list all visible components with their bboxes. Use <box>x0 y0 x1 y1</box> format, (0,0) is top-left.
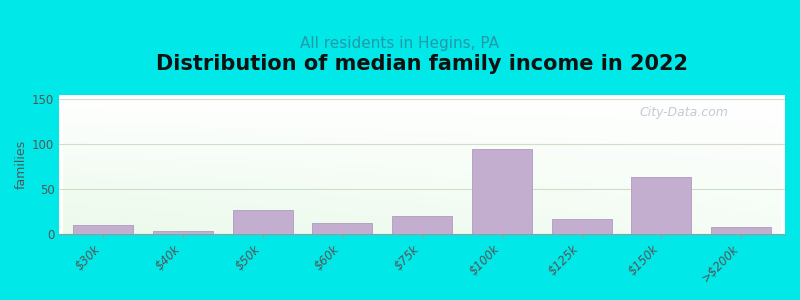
Bar <box>153 231 213 234</box>
Text: City-Data.com: City-Data.com <box>640 106 729 119</box>
Title: Distribution of median family income in 2022: Distribution of median family income in … <box>156 54 688 74</box>
Bar <box>711 226 771 234</box>
Bar <box>472 149 532 234</box>
Bar <box>233 210 293 234</box>
Bar <box>392 216 452 234</box>
Y-axis label: families: families <box>15 140 28 189</box>
Bar <box>313 223 372 234</box>
Bar <box>74 225 133 234</box>
Bar <box>631 177 691 234</box>
Bar <box>552 219 611 234</box>
Text: All residents in Hegins, PA: All residents in Hegins, PA <box>301 36 499 51</box>
